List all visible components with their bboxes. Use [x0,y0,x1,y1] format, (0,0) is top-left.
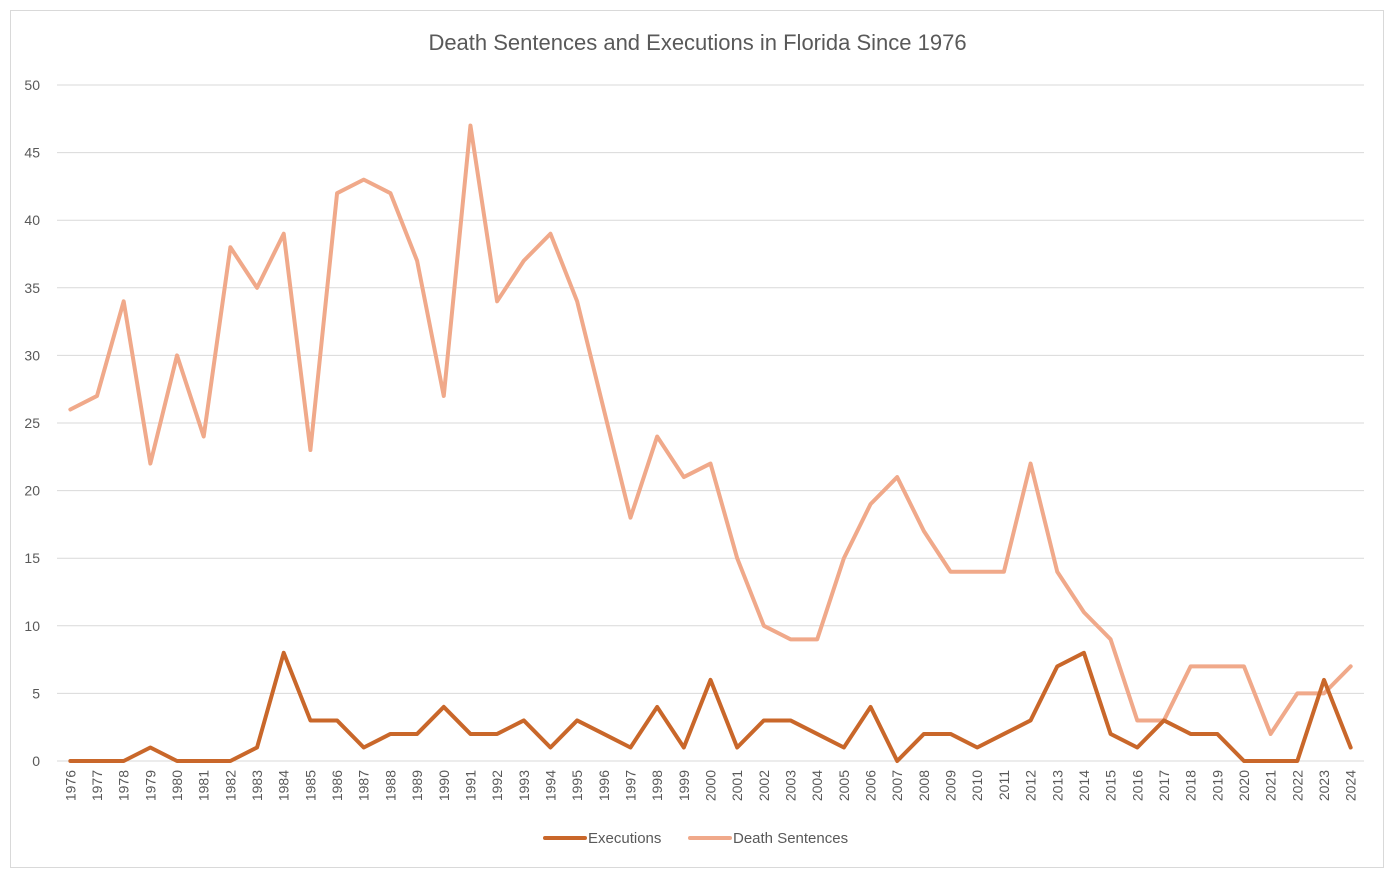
x-tick-label: 1984 [276,770,292,801]
x-tick-label: 2012 [1023,770,1039,801]
y-tick-label: 50 [24,77,40,93]
x-tick-label: 1980 [169,770,185,801]
x-tick-label: 1983 [249,770,265,801]
x-tick-label: 1976 [62,770,78,801]
x-tick-label: 2002 [756,770,772,801]
x-tick-label: 2008 [916,770,932,801]
x-axis-ticks: 1976 1977 1978 1979 1980 1981 1982 1983 1984 1985… [62,770,1358,801]
y-tick-label: 40 [24,212,40,228]
x-tick-label: 1988 [382,770,398,801]
series-line-death-sentences [68,123,1353,736]
x-tick-label: 1977 [89,770,105,801]
y-tick-label: 35 [24,280,40,296]
x-tick-label: 1990 [436,770,452,801]
x-tick-label: 2018 [1183,770,1199,801]
x-tick-label: 2024 [1343,770,1359,801]
x-tick-label: 2004 [809,770,825,801]
x-tick-label: 1995 [569,770,585,801]
y-tick-label: 10 [24,618,40,634]
y-tick-label: 25 [24,415,40,431]
x-tick-label: 2017 [1156,770,1172,801]
x-tick-label: 2023 [1316,770,1332,801]
x-tick-label: 2022 [1289,770,1305,801]
x-tick-label: 1979 [142,770,158,801]
x-tick-label: 1996 [596,770,612,801]
x-tick-label: 2007 [889,770,905,801]
x-tick-label: 1998 [649,770,665,801]
x-tick-label: 2013 [1049,770,1065,801]
x-tick-label: 2000 [703,770,719,801]
y-tick-label: 5 [32,685,40,701]
x-tick-label: 1978 [116,770,132,801]
x-tick-label: 2016 [1129,770,1145,801]
x-tick-label: 2021 [1263,770,1279,801]
x-tick-label: 2020 [1236,770,1252,801]
x-tick-label: 1992 [489,770,505,801]
x-tick-label: 1997 [622,770,638,801]
x-tick-label: 1991 [462,770,478,801]
x-tick-label: 2005 [836,770,852,801]
x-tick-label: 1999 [676,770,692,801]
chart-title: Death Sentences and Executions in Florid… [428,30,967,55]
x-tick-label: 2001 [729,770,745,801]
x-tick-label: 1986 [329,770,345,801]
x-tick-label: 1982 [222,770,238,801]
x-tick-label: 2014 [1076,770,1092,801]
y-tick-label: 20 [24,483,40,499]
x-tick-label: 1987 [356,770,372,801]
y-tick-label: 0 [32,753,40,769]
series-line-executions [68,650,1353,763]
x-tick-label: 1994 [542,770,558,801]
y-tick-label: 45 [24,145,40,161]
x-tick-label: 1993 [516,770,532,801]
x-tick-label: 2019 [1209,770,1225,801]
x-tick-label: 2011 [996,770,1012,800]
x-tick-label: 1989 [409,770,425,801]
x-tick-label: 1981 [196,770,212,801]
y-tick-label: 15 [24,550,40,566]
y-axis-ticks: 0 5 10 15 20 25 30 35 40 45 50 [24,77,40,769]
x-tick-label: 2010 [969,770,985,801]
x-tick-label: 2015 [1103,770,1119,801]
x-tick-label: 2009 [943,770,959,801]
y-tick-label: 30 [24,347,40,363]
x-tick-label: 1985 [302,770,318,801]
gridlines [57,84,1364,762]
legend: Executions Death Sentences [543,830,848,847]
legend-label-death-sentences: Death Sentences [733,830,848,847]
series-lines [68,123,1353,763]
legend-label-executions: Executions [588,830,661,847]
x-tick-label: 2006 [863,770,879,801]
x-tick-label: 2003 [783,770,799,801]
